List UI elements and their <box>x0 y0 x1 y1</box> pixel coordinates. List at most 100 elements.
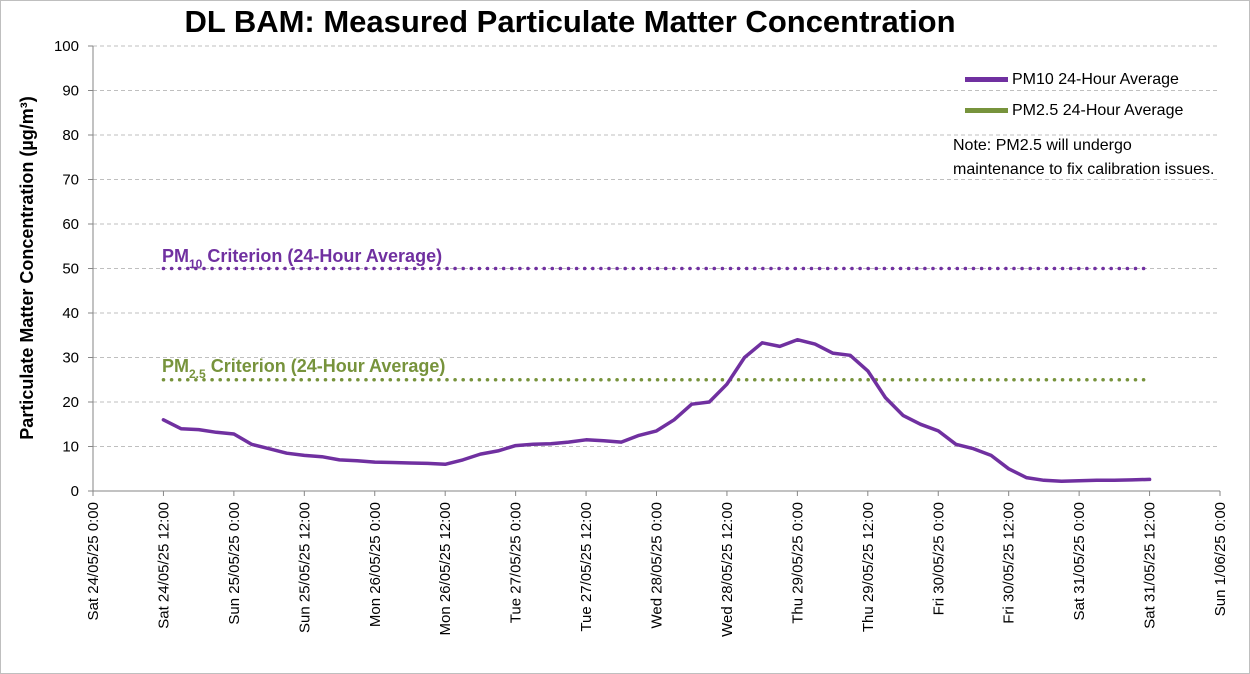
pm10-data-point <box>672 418 676 421</box>
pm10-data-point <box>267 447 271 450</box>
x-tick-label: Sat 24/05/25 12:00 <box>155 502 172 629</box>
pm10-data-point <box>866 369 870 373</box>
x-tick-label: Sun 1/06/25 0:00 <box>1212 502 1229 616</box>
pm10-data-point <box>1042 479 1046 482</box>
pm10-data-point <box>461 458 464 462</box>
chart-note: Note: PM2.5 will undergo maintenance to … <box>953 137 1215 178</box>
pm10-data-point <box>320 455 324 458</box>
axes: 0 10 20 30 40 50 60 70 80 90 100 Sat 24/05/25 0:00 S… <box>54 38 1229 637</box>
pm10-data-point <box>743 356 746 359</box>
pm25-criterion-sub: 2.5 <box>189 367 206 381</box>
pm10-data-point <box>796 338 799 341</box>
pm10-data-point <box>1077 479 1081 482</box>
pm10-data-point <box>637 434 641 437</box>
y-tick-label: 0 <box>71 483 79 500</box>
pm10-data-point <box>532 443 535 446</box>
pm10-data-point <box>179 427 183 430</box>
x-tick-label: Wed 28/05/25 0:00 <box>649 502 666 629</box>
x-tick-label: Sun 25/05/25 12:00 <box>296 502 313 633</box>
pm10-data-point <box>443 463 447 466</box>
x-tick-label: Mon 26/05/25 0:00 <box>367 502 384 627</box>
pm10-data-point <box>584 438 588 442</box>
y-tick-label: 50 <box>62 261 79 278</box>
x-tick-label: Sat 31/05/25 0:00 <box>1071 502 1088 620</box>
pm10-data-point <box>338 458 341 462</box>
pm10-data-point <box>690 403 693 406</box>
pm10-data-point <box>813 342 817 346</box>
y-tick-label: 30 <box>62 350 79 367</box>
pm10-data-point <box>1060 480 1063 483</box>
y-tick-label: 10 <box>62 439 79 456</box>
pm10-criterion-label: PM10 Criterion (24-Hour Average) <box>162 246 442 271</box>
x-tick-label: Tue 27/05/25 12:00 <box>578 502 595 632</box>
pm10-data-point <box>549 442 553 446</box>
x-tick-label: Thu 29/05/25 12:00 <box>860 502 877 632</box>
pm10-data-point <box>937 429 940 433</box>
pm10-data-point <box>620 440 623 444</box>
grid-layer <box>93 45 1220 447</box>
pm10-data-point <box>285 451 288 455</box>
pm10-data-point <box>1025 476 1028 479</box>
legend-label-pm10: PM10 24-Hour Average <box>1012 70 1179 88</box>
x-tick-label: Sat 31/05/25 12:00 <box>1142 502 1159 629</box>
pm10-data-point <box>514 444 517 447</box>
pm10-data-point <box>778 345 781 348</box>
x-tick-label: Thu 29/05/25 0:00 <box>789 502 806 624</box>
x-tick-label: Fri 30/05/25 12:00 <box>1001 502 1018 624</box>
pm10-data-point <box>989 454 993 457</box>
pm10-data-point <box>760 341 764 345</box>
pm10-data-point <box>725 383 729 386</box>
chart-title: DL BAM: Measured Particulate Matter Conc… <box>184 4 956 39</box>
pm25-criterion-suffix: Criterion (24-Hour Average) <box>206 356 446 376</box>
chart-legend: PM10 24-Hour Average PM2.5 24-Hour Avera… <box>965 64 1183 126</box>
y-tick-label: 80 <box>62 127 79 144</box>
legend-label-pm25: PM2.5 24-Hour Average <box>1012 101 1184 119</box>
pm10-data-point <box>373 460 376 464</box>
pm10-data-point <box>1130 478 1134 482</box>
legend-item-pm25: PM2.5 24-Hour Average <box>965 95 1183 126</box>
pm10-data-point <box>849 354 852 357</box>
x-tick-label: Wed 28/05/25 12:00 <box>719 502 736 637</box>
pm10-data-point <box>1095 479 1098 482</box>
pm10-data-point <box>655 429 658 433</box>
pm10-data-point <box>954 443 958 446</box>
pm10-data-point <box>972 447 975 450</box>
criterion-lines <box>161 266 1152 382</box>
pm10-data-point <box>250 443 253 446</box>
x-tick-label: Tue 27/05/25 0:00 <box>508 502 525 623</box>
y-tick-label: 100 <box>54 38 79 55</box>
legend-swatch-pm10 <box>965 77 1008 82</box>
pm10-data-point <box>919 423 922 426</box>
legend-item-pm10: PM10 24-Hour Average <box>965 64 1183 95</box>
pm10-data-point <box>567 440 570 444</box>
x-tick-label: Mon 26/05/25 12:00 <box>437 502 454 635</box>
pm10-data-point <box>355 459 359 462</box>
pm10-data-point <box>391 461 394 464</box>
pm10-data-point <box>831 351 834 355</box>
y-tick-label: 40 <box>62 305 79 322</box>
pm10-data-point <box>602 439 605 442</box>
legend-swatch-pm25 <box>965 108 1008 113</box>
pm10-criterion-sub: 10 <box>189 257 203 271</box>
y-tick-label: 60 <box>62 216 79 233</box>
y-tick-label: 70 <box>62 172 79 189</box>
pm10-data-point <box>215 431 218 434</box>
x-tick-label: Sat 24/05/25 0:00 <box>85 502 102 620</box>
pm10-data-point <box>496 449 500 453</box>
x-tick-label: Fri 30/05/25 0:00 <box>930 502 947 615</box>
y-tick-label: 90 <box>62 83 79 100</box>
pm10-data-point <box>884 396 887 399</box>
pm10-criterion-suffix: Criterion (24-Hour Average) <box>202 246 442 266</box>
pm10-data-point <box>1113 479 1116 482</box>
pm10-data-point <box>708 400 711 404</box>
pm10-criterion-prefix: PM <box>162 246 189 266</box>
pm10-data-point <box>162 418 165 421</box>
pm10-data-point <box>232 432 236 436</box>
pm10-data-point <box>1007 467 1010 470</box>
pm10-data-point <box>303 454 306 457</box>
pm10-data-point <box>479 452 482 456</box>
pm25-criterion-label: PM2.5 Criterion (24-Hour Average) <box>162 356 445 381</box>
y-axis-label: Particulate Matter Concentration (µg/m³) <box>17 96 37 439</box>
y-tick-label: 20 <box>62 394 79 411</box>
